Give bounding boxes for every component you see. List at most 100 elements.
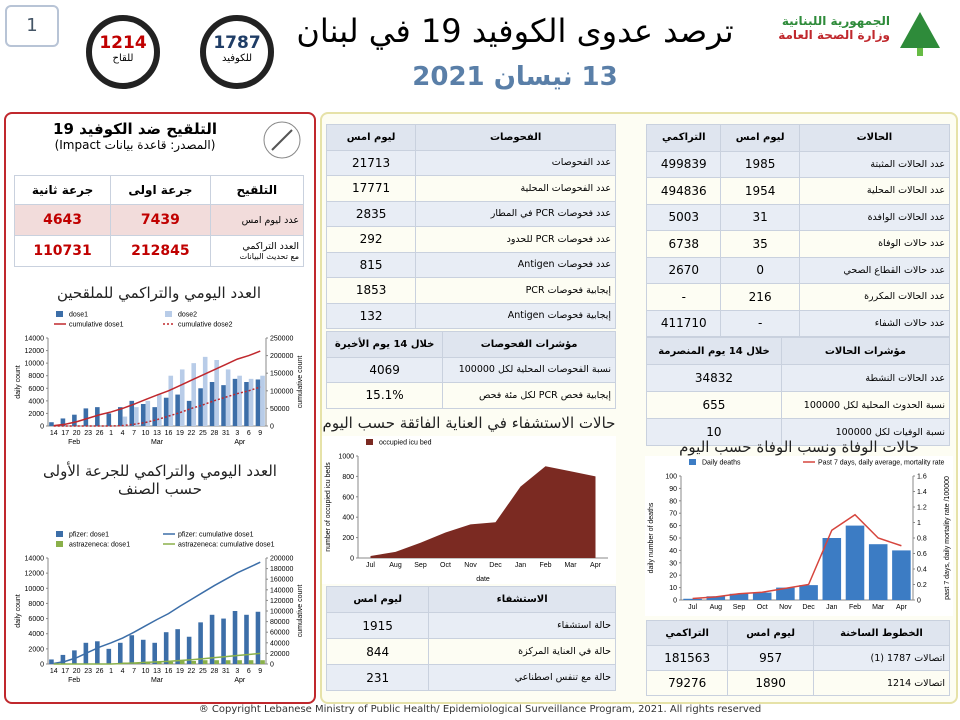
value-cell: 411710 (645, 309, 722, 337)
table-row: عدد الحالات المثبتة 1985 499839 (645, 150, 951, 178)
bar (248, 660, 254, 664)
bar (237, 660, 242, 664)
legend-label: cumulative dose2 (178, 322, 233, 329)
x-tick-label: Dec (802, 604, 815, 611)
bar (868, 544, 888, 600)
x-tick-label: 4 (121, 430, 125, 437)
x-tick-label: 17 (61, 430, 69, 437)
table-row: حالة مع تنفس اصطناعي 231 (325, 664, 616, 691)
y2-tick-label: 0 (270, 424, 274, 431)
header-cell: التراكمي (645, 124, 722, 152)
y2-axis-label: cumulative count (297, 585, 304, 638)
vaccination-panel (4, 112, 316, 704)
value-cell: 655 (646, 391, 782, 419)
header-cell: ليوم امس (325, 124, 417, 151)
table-row: إيجابية فحوصات PCR 1853 (325, 277, 616, 304)
y2-tick-label: 0 (917, 598, 921, 605)
bar (198, 388, 203, 426)
legend-label: dose1 (69, 312, 88, 319)
bar (221, 618, 226, 664)
value-cell: 35 (720, 230, 800, 258)
y-tick-label: 60 (669, 523, 677, 530)
y-tick-label: 0 (673, 598, 677, 605)
label-cell: عدد الحالات الوافدة (798, 203, 951, 231)
bar (129, 635, 135, 664)
table-row: عدد حالات الوفاة 35 6738 (645, 230, 951, 258)
y2-tick-label: 200000 (270, 556, 293, 563)
x-tick-label: 17 (61, 668, 69, 675)
y-tick-label: 1000 (338, 454, 354, 461)
label-cell: عدد فحوصات PCR في المطار (415, 200, 616, 227)
legend-swatch (689, 459, 696, 465)
y-tick-label: 2000 (28, 646, 44, 653)
bar (822, 538, 842, 600)
x-tick-label: 16 (165, 430, 173, 437)
bar (152, 407, 157, 426)
header-cell: التلقيح (209, 175, 305, 205)
table-row: عدد فحوصات PCR في المطار 2835 (325, 200, 616, 227)
y2-tick-label: 1.6 (917, 474, 927, 481)
x-tick-label: Apr (590, 562, 602, 569)
chart: 0200040006000800010000120001400002000040… (12, 528, 306, 688)
x-tick-label: 26 (96, 430, 104, 437)
x-tick-label: 7 (132, 430, 136, 437)
x-tick-label: 10 (142, 668, 150, 675)
legend-swatch (165, 311, 172, 317)
bar (225, 660, 231, 664)
y2-tick-label: 140000 (270, 587, 293, 594)
y-tick-label: 0 (40, 662, 44, 669)
x-tick-label: 20 (73, 430, 81, 437)
value-cell: 2670 (645, 256, 722, 284)
y-tick-label: 12000 (25, 348, 45, 355)
x-tick-label: 31 (222, 668, 230, 675)
bar (232, 611, 238, 664)
bar (232, 378, 238, 426)
y2-axis-label: past 7 days, daily mortality rate /10000… (944, 476, 951, 600)
label-cell: عدد فحوصات PCR للحدود (415, 226, 616, 253)
bar (49, 422, 54, 426)
bar (117, 407, 123, 426)
table-row: العدد التراكمي مع تحديث البيانات 212845 110… (13, 235, 305, 267)
x-tick-label: 1 (109, 430, 113, 437)
label-cell: نسبة الحدوث المحلية لكل 100000 (780, 391, 951, 419)
bar (140, 404, 146, 426)
x-group-label: Feb (68, 439, 80, 446)
x-tick-label: 28 (210, 430, 218, 437)
ministry: الجمهورية اللبنانية وزارة الصحة العامة (760, 14, 890, 42)
table-row: عدد الحالات المكررة 216- (645, 283, 951, 311)
x-tick-label: Jul (688, 604, 697, 611)
y2-tick-label: 0 (270, 662, 274, 669)
label-cell: عدد الفحوصات (415, 149, 616, 176)
y2-tick-label: 180000 (270, 566, 293, 573)
data-table: الخطوط الساخنة ليوم امس التراكمي اتصالات 17… (645, 620, 951, 696)
legend-label: dose2 (178, 312, 197, 319)
value-cell: 2835 (325, 200, 417, 227)
x-tick-label: 19 (176, 668, 184, 675)
legend-label: pfizer: cumulative dose1 (178, 532, 254, 539)
chart: 0 200 400 600 800 1000 Jul Aug Sep Oct Nov Dec Jan Fe… (322, 436, 616, 584)
line (692, 513, 902, 600)
label-cell: حالة استشفاء (428, 612, 616, 639)
x-tick-label: 10 (142, 430, 150, 437)
value-cell: 957 (727, 645, 814, 671)
y-tick-label: 80 (669, 498, 677, 505)
y-tick-label: 12000 (25, 571, 45, 578)
header-cell: ليوم امس (325, 586, 430, 613)
y-axis-label: daily number of deaths (648, 502, 655, 573)
bar (683, 598, 702, 600)
x-tick-label: Mar (872, 604, 885, 611)
x-tick-label: 1 (109, 668, 113, 675)
legend-label: pfizer: dose1 (69, 532, 109, 539)
label-cell: اتصالات 1787 (1) (812, 645, 951, 671)
label-cell: عدد حالات القطاع الصحي (798, 256, 951, 284)
x-tick-label: Jan (826, 604, 837, 611)
value-cell: 1853 (325, 277, 417, 304)
cases-table: الحالات ليوم امس التراكمي عدد الحالات المثب… (645, 124, 951, 337)
header-cell: مؤشرات الحالات (780, 337, 951, 365)
y-tick-label: 14000 (25, 336, 45, 343)
bar (168, 661, 174, 664)
x-tick-label: 31 (222, 430, 230, 437)
table-row: عدد حالات القطاع الصحي 0 2670 (645, 256, 951, 284)
header-row: التلقيح جرعة اولى جرعة ثانية (13, 175, 305, 205)
y2-tick-label: 250000 (270, 336, 293, 343)
